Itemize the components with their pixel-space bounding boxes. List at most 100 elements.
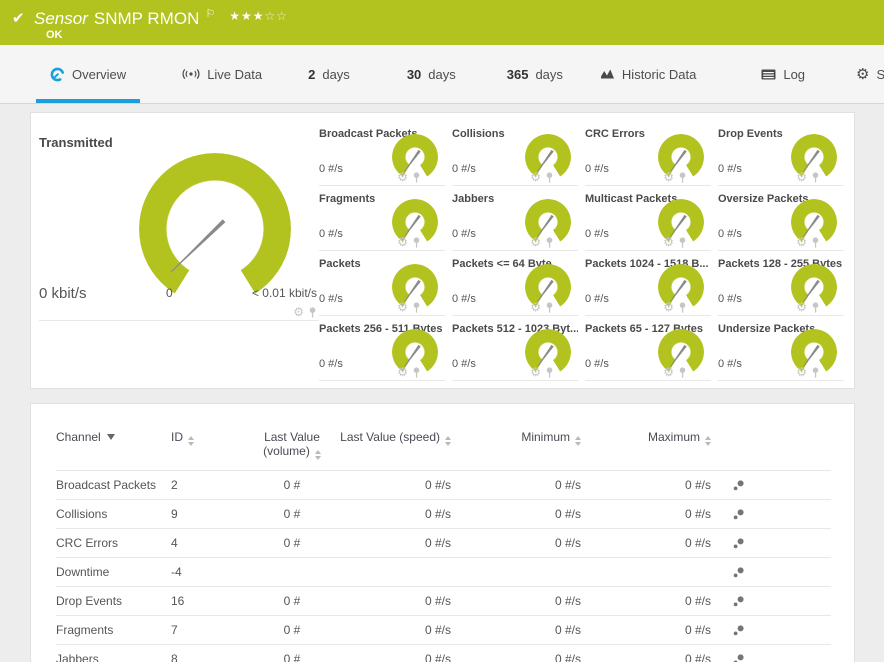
col-header-maximum[interactable]: Maximum bbox=[603, 428, 733, 471]
channel-settings-gears-icon[interactable] bbox=[733, 653, 745, 662]
sort-icon bbox=[575, 436, 581, 446]
channel-settings-gears-icon[interactable] bbox=[733, 508, 745, 520]
tab-overview[interactable]: Overview bbox=[36, 45, 141, 103]
channel-gear-icon[interactable]: ⚙ bbox=[397, 300, 408, 314]
channel-gear-icon[interactable]: ⚙ bbox=[796, 365, 807, 379]
channel-settings-gears-icon[interactable] bbox=[733, 595, 745, 607]
gauge-title: CRC Errors bbox=[585, 128, 645, 140]
pin-icon[interactable] bbox=[412, 366, 421, 378]
gauge-cell-broadcast-packets: Broadcast Packets 0 #/s ⚙ bbox=[319, 121, 445, 186]
pin-icon[interactable] bbox=[412, 171, 421, 183]
gear-icon: ⚙ bbox=[856, 65, 870, 83]
channel-gear-icon[interactable]: ⚙ bbox=[530, 170, 541, 184]
channel-gear-icon[interactable]: ⚙ bbox=[530, 365, 541, 379]
channel-gear-icon[interactable]: ⚙ bbox=[663, 235, 674, 249]
channel-gear-icon[interactable]: ⚙ bbox=[796, 170, 807, 184]
table-row: Drop Events 16 0 # 0 #/s 0 #/s 0 #/s bbox=[56, 586, 831, 616]
channel-gear-icon[interactable]: ⚙ bbox=[397, 365, 408, 379]
pin-icon[interactable] bbox=[678, 366, 687, 378]
cell-volume bbox=[251, 557, 333, 587]
pin-icon[interactable] bbox=[545, 236, 554, 248]
pin-icon[interactable] bbox=[412, 236, 421, 248]
pin-icon[interactable] bbox=[678, 301, 687, 313]
mini-gauge bbox=[392, 134, 438, 180]
gauge-cell-packets: Packets 0 #/s ⚙ bbox=[319, 251, 445, 316]
pin-icon[interactable] bbox=[811, 171, 820, 183]
channel-gear-icon[interactable]: ⚙ bbox=[796, 300, 807, 314]
channel-gear-icon[interactable]: ⚙ bbox=[663, 170, 674, 184]
table-row: Downtime -4 bbox=[56, 557, 831, 587]
pin-icon[interactable] bbox=[678, 171, 687, 183]
pin-icon[interactable] bbox=[678, 236, 687, 248]
priority-stars[interactable]: ★★★☆☆ bbox=[229, 9, 288, 23]
tab-30-days[interactable]: 30 days bbox=[405, 45, 458, 103]
channel-gear-icon[interactable]: ⚙ bbox=[796, 235, 807, 249]
col-header-id[interactable]: ID bbox=[171, 428, 251, 471]
pin-icon[interactable] bbox=[811, 236, 820, 248]
channel-gear-icon[interactable]: ⚙ bbox=[530, 235, 541, 249]
gauge-value: 0 #/s bbox=[319, 228, 343, 240]
sort-icon bbox=[188, 436, 194, 446]
cell-speed: 0 #/s bbox=[333, 586, 473, 616]
pin-icon[interactable] bbox=[811, 366, 820, 378]
channel-gear-icon[interactable]: ⚙ bbox=[663, 300, 674, 314]
status-ok-check-icon: ✔ bbox=[12, 10, 25, 27]
cell-channel: Broadcast Packets bbox=[56, 470, 171, 500]
gauge-value: 0 #/s bbox=[452, 358, 476, 370]
priority-flag-icon[interactable]: ⚐ bbox=[205, 8, 216, 20]
mini-gauge bbox=[392, 199, 438, 245]
cell-volume: 0 # bbox=[251, 615, 333, 645]
table-row: Broadcast Packets 2 0 # 0 #/s 0 #/s 0 #/… bbox=[56, 470, 831, 500]
gauge-cell-multicast-packets: Multicast Packets 0 #/s ⚙ bbox=[585, 186, 711, 251]
mini-gauge bbox=[791, 199, 837, 245]
tab-2-days[interactable]: 2 days bbox=[306, 45, 352, 103]
tab-overview-label: Overview bbox=[72, 66, 127, 82]
tab-live-data-label: Live Data bbox=[207, 66, 263, 82]
channel-gear-icon[interactable]: ⚙ bbox=[663, 365, 674, 379]
cell-min bbox=[473, 557, 603, 587]
col-header-channel[interactable]: Channel bbox=[56, 428, 171, 471]
pin-icon[interactable] bbox=[545, 171, 554, 183]
cell-min: 0 #/s bbox=[473, 499, 603, 529]
tab-live-data[interactable]: Live Data bbox=[180, 45, 264, 103]
channel-gear-icon[interactable]: ⚙ bbox=[293, 305, 304, 319]
channel-settings-gears-icon[interactable] bbox=[733, 566, 745, 578]
mini-gauge bbox=[791, 264, 837, 310]
channel-gear-icon[interactable]: ⚙ bbox=[530, 300, 541, 314]
pin-icon[interactable] bbox=[412, 301, 421, 313]
channel-gear-icon[interactable]: ⚙ bbox=[397, 235, 408, 249]
tab-bar: Overview Live Data 2 days 30 days 365 da… bbox=[0, 45, 884, 104]
gauge-cell-packets-64: Packets <= 64 Byte 0 #/s ⚙ bbox=[452, 251, 578, 316]
mini-gauge bbox=[525, 329, 571, 375]
gauge-value: 0 #/s bbox=[585, 293, 609, 305]
tab-settings[interactable]: ⚙ Settings bbox=[854, 45, 884, 103]
tab-historic-data[interactable]: Historic Data bbox=[598, 45, 698, 103]
tab-log[interactable]: Log bbox=[759, 45, 807, 103]
channels-table: Channel ID Last Value (volume) Last Value… bbox=[56, 428, 831, 662]
col-header-last-value-volume[interactable]: Last Value (volume) bbox=[263, 430, 321, 460]
pin-icon[interactable] bbox=[811, 301, 820, 313]
col-header-minimum[interactable]: Minimum bbox=[473, 428, 603, 471]
tab-365-days-number: 365 bbox=[506, 66, 529, 82]
pin-icon[interactable] bbox=[308, 306, 317, 318]
col-header-last-value-speed[interactable]: Last Value (speed) bbox=[333, 428, 473, 471]
cell-volume: 0 # bbox=[251, 499, 333, 529]
gauge-title: Multicast Packets bbox=[585, 193, 678, 205]
cell-channel: Downtime bbox=[56, 557, 171, 587]
mini-gauge bbox=[791, 329, 837, 375]
channel-settings-gears-icon[interactable] bbox=[733, 537, 745, 549]
channel-settings-gears-icon[interactable] bbox=[733, 479, 745, 491]
gauge-value: 0 #/s bbox=[585, 228, 609, 240]
mini-gauge bbox=[392, 329, 438, 375]
pin-icon[interactable] bbox=[545, 366, 554, 378]
cell-min: 0 #/s bbox=[473, 528, 603, 558]
channel-gear-icon[interactable]: ⚙ bbox=[397, 170, 408, 184]
pin-icon[interactable] bbox=[545, 301, 554, 313]
cell-min: 0 #/s bbox=[473, 470, 603, 500]
gauge-title: Broadcast Packets bbox=[319, 128, 418, 140]
tab-365-days[interactable]: 365 days bbox=[505, 45, 565, 103]
cell-channel: Collisions bbox=[56, 499, 171, 529]
cell-speed: 0 #/s bbox=[333, 615, 473, 645]
channel-settings-gears-icon[interactable] bbox=[733, 624, 745, 636]
cell-channel: Fragments bbox=[56, 615, 171, 645]
